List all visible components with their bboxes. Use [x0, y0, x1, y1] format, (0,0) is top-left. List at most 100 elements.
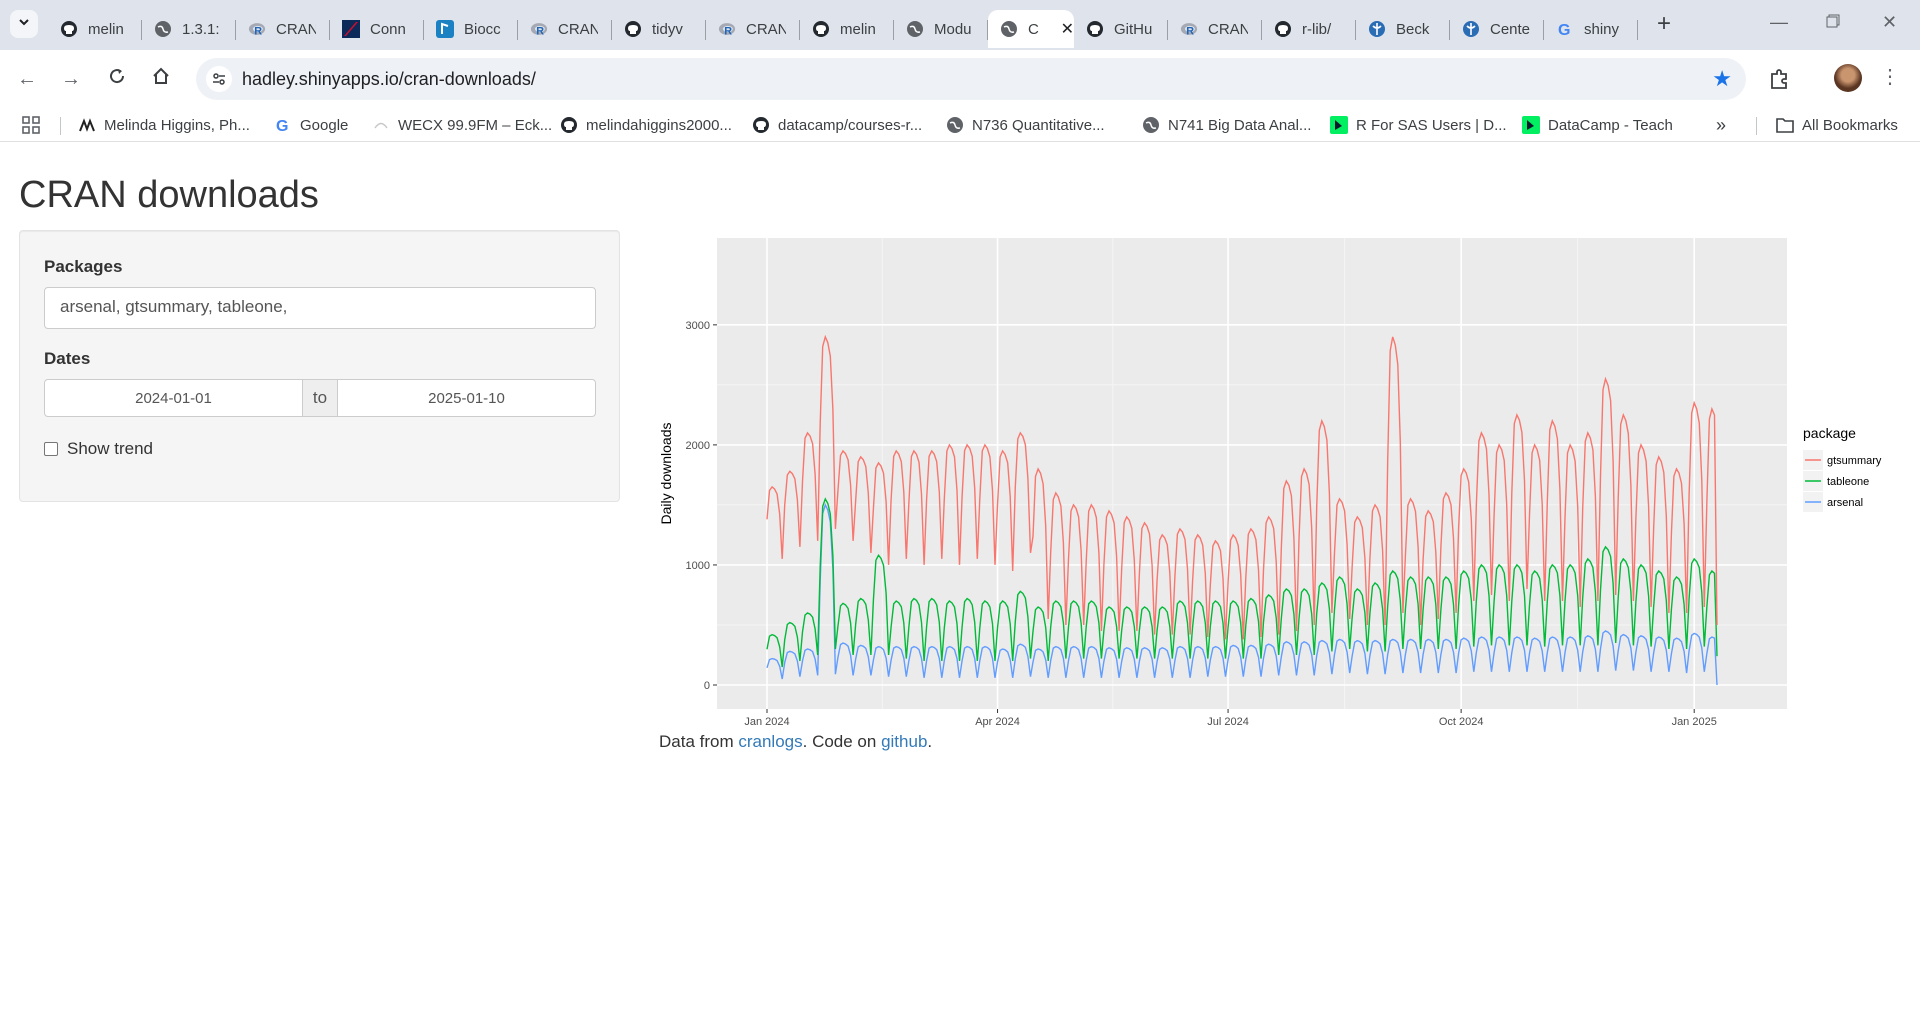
- close-window-button[interactable]: ✕: [1882, 12, 1897, 33]
- minimize-button[interactable]: —: [1770, 12, 1788, 33]
- new-tab-button[interactable]: +: [1650, 10, 1678, 38]
- checkbox-box[interactable]: [44, 442, 58, 456]
- tab[interactable]: GitHu: [1074, 10, 1168, 48]
- restore-icon: [1826, 12, 1840, 32]
- footer-prefix: Data from: [659, 732, 739, 751]
- bookmark-label: WECX 99.9FM – Eck...: [398, 116, 553, 134]
- apps-icon[interactable]: [22, 115, 40, 135]
- bookmark-item[interactable]: DataCamp - Teach: [1522, 115, 1673, 135]
- x-tick-label: Oct 2024: [1439, 716, 1484, 728]
- bookmark-separator: [60, 117, 61, 135]
- tab[interactable]: R CRAN: [1168, 10, 1262, 48]
- tab-label: CRAN: [558, 20, 598, 38]
- legend-label-gtsummary: gtsummary: [1827, 455, 1882, 467]
- cranlogs-link[interactable]: cranlogs: [738, 732, 803, 751]
- bioc-icon: [436, 20, 454, 38]
- date-separator: to: [303, 379, 337, 417]
- github-icon: [560, 116, 578, 134]
- site-settings-icon[interactable]: [206, 66, 232, 92]
- tab[interactable]: melin: [48, 10, 142, 48]
- github-link[interactable]: github: [881, 732, 928, 751]
- bookmark-item[interactable]: N741 Big Data Anal...: [1142, 115, 1311, 135]
- beck-icon: [1462, 20, 1480, 38]
- tab[interactable]: R CRAN: [236, 10, 330, 48]
- tab[interactable]: Conn: [330, 10, 424, 48]
- show-trend-checkbox[interactable]: Show trend: [44, 439, 153, 459]
- tab-active[interactable]: C ✕: [988, 10, 1074, 48]
- packages-label: Packages: [44, 257, 123, 276]
- bookmark-item[interactable]: WECX 99.9FM – Eck...: [372, 115, 552, 135]
- tab[interactable]: 1.3.1:: [142, 10, 236, 48]
- forward-button[interactable]: →: [56, 64, 86, 94]
- all-bookmarks-label: All Bookmarks: [1802, 116, 1898, 134]
- legend-title: package: [1803, 425, 1856, 441]
- bookmark-item[interactable]: datacamp/courses-r...: [752, 115, 922, 135]
- bookmark-item[interactable]: R For SAS Users | D...: [1330, 115, 1507, 135]
- bookmark-item[interactable]: G Google: [274, 115, 348, 135]
- close-tab-icon[interactable]: ✕: [1060, 21, 1074, 38]
- address-bar[interactable]: hadley.shinyapps.io/cran-downloads/ ★: [196, 58, 1746, 100]
- menu-icon[interactable]: ⋮: [1880, 66, 1900, 88]
- tab[interactable]: Biocc: [424, 10, 518, 48]
- y-tick-label: 0: [704, 680, 710, 692]
- bookmark-item[interactable]: melindahiggins2000...: [560, 115, 732, 135]
- tab[interactable]: Beck: [1356, 10, 1450, 48]
- tab[interactable]: melin: [800, 10, 894, 48]
- tab-label: Beck: [1396, 20, 1430, 38]
- tab-label: Cente: [1490, 20, 1530, 38]
- packages-input[interactable]: arsenal, gtsummary, tableone,: [44, 287, 596, 329]
- restore-button[interactable]: [1826, 12, 1840, 33]
- home-button[interactable]: [146, 64, 176, 94]
- all-bookmarks-button[interactable]: All Bookmarks: [1776, 115, 1898, 135]
- svg-text:G: G: [1558, 22, 1570, 38]
- google-icon: G: [274, 116, 292, 134]
- globe-icon: [946, 116, 964, 134]
- downloads-chart: 0 1000 2000 3000 Jan 2024 Apr 2024 Jul 2024 Oct…: [658, 238, 1882, 728]
- tab[interactable]: tidyv: [612, 10, 706, 48]
- tab-label: melin: [840, 20, 876, 38]
- plot-panel: [717, 238, 1787, 709]
- y-axis-label: Daily downloads: [658, 423, 674, 525]
- tab-label: tidyv: [652, 20, 683, 38]
- chevron-double-right-icon: »: [1716, 114, 1727, 135]
- folder-icon: [1776, 116, 1794, 134]
- tab-label: melin: [88, 20, 124, 38]
- tab-label: GitHu: [1114, 20, 1153, 38]
- series-line-tableone: [766, 497, 1718, 668]
- tab[interactable]: Cente: [1450, 10, 1544, 48]
- arrow-left-icon: ←: [17, 67, 37, 90]
- extensions-icon[interactable]: [1768, 68, 1790, 95]
- bookmark-label: DataCamp - Teach: [1548, 116, 1673, 134]
- reload-button[interactable]: [102, 64, 132, 94]
- plus-icon: +: [1656, 10, 1671, 37]
- footer-middle: . Code on: [802, 732, 882, 751]
- github-icon: [812, 20, 830, 38]
- tab[interactable]: Modu: [894, 10, 988, 48]
- url-text[interactable]: hadley.shinyapps.io/cran-downloads/: [242, 69, 536, 89]
- y-tick-label: 1000: [686, 560, 710, 572]
- r-logo-icon: R: [530, 20, 548, 38]
- tab-search-button[interactable]: [10, 10, 38, 38]
- bookmark-label: N736 Quantitative...: [972, 116, 1105, 134]
- tab[interactable]: R CRAN: [518, 10, 612, 48]
- legend-label-tableone: tableone: [1827, 476, 1869, 488]
- svg-text:R: R: [254, 25, 262, 37]
- reload-icon: [108, 67, 126, 91]
- conn-icon: [342, 20, 360, 38]
- bookmark-star-icon[interactable]: ★: [1712, 66, 1732, 91]
- profile-avatar[interactable]: [1834, 64, 1862, 92]
- bookmark-item[interactable]: N736 Quantitative...: [946, 115, 1105, 135]
- r-logo-icon: R: [1180, 20, 1198, 38]
- y-tick-label: 2000: [686, 440, 710, 452]
- tab[interactable]: r-lib/: [1262, 10, 1356, 48]
- show-trend-label: Show trend: [67, 439, 153, 458]
- svg-text:R: R: [536, 25, 544, 37]
- beck-icon: [1368, 20, 1386, 38]
- bookmark-item[interactable]: Melinda Higgins, Ph...: [78, 115, 250, 135]
- more-bookmarks-button[interactable]: »: [1716, 115, 1726, 135]
- tab[interactable]: R CRAN: [706, 10, 800, 48]
- back-button[interactable]: ←: [12, 64, 42, 94]
- start-date-input[interactable]: 2024-01-01: [44, 379, 303, 417]
- end-date-input[interactable]: 2025-01-10: [337, 379, 596, 417]
